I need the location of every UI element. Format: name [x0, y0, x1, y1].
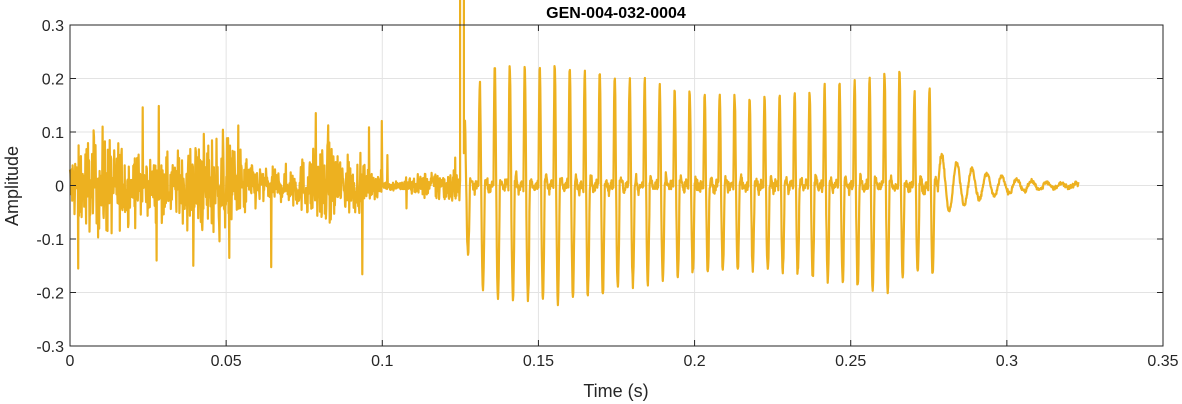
y-tick-label: 0.3 — [42, 18, 64, 35]
x-tick-label: 0.1 — [371, 353, 393, 370]
x-tick-label: 0.05 — [211, 353, 242, 370]
y-tick-label: -0.2 — [36, 286, 64, 303]
y-tick-label: 0 — [55, 179, 64, 196]
x-tick-label: 0.3 — [996, 353, 1018, 370]
x-tick-label: 0.15 — [523, 353, 554, 370]
y-tick-label: 0.2 — [42, 72, 64, 89]
y-axis-label: Amplitude — [2, 146, 22, 226]
x-axis-label: Time (s) — [583, 381, 648, 401]
x-tick-label: 0.25 — [835, 353, 866, 370]
x-tick-label: 0.2 — [683, 353, 705, 370]
x-tick-label: 0.35 — [1147, 353, 1178, 370]
y-tick-label: -0.1 — [36, 232, 64, 249]
y-tick-label: 0.1 — [42, 125, 64, 142]
x-tick-label: 0 — [66, 353, 75, 370]
ticks: 0 0.05 0.1 0.15 0.2 0.25 0.3 0.35 -0.3 -0.2 -0.1 0 0… — [36, 18, 1178, 370]
signal-line — [68, 0, 1080, 307]
y-tick-label: -0.3 — [36, 339, 64, 356]
chart-title: GEN-004-032-0004 — [546, 5, 686, 22]
